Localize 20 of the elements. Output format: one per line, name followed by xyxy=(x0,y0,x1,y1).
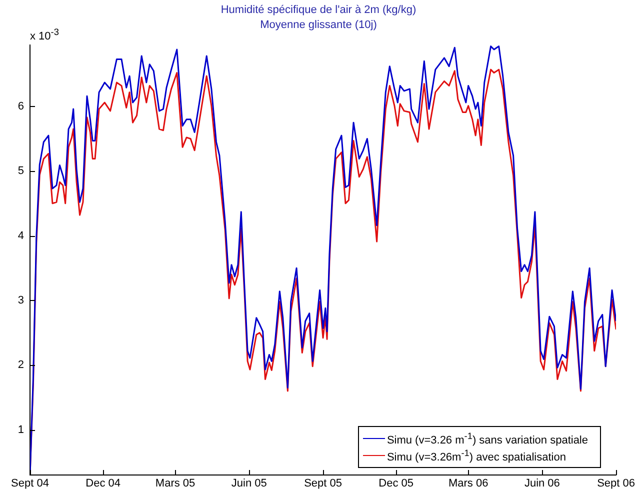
legend-label: Simu (v=3.26 m$^{-1}$) sans variation spatiale xyxy=(386,430,588,446)
chart-subtitle: Moyenne glissante (10j) xyxy=(260,19,377,31)
text: x 10$^{-3}$ xyxy=(30,27,59,43)
x-tick-label: Mars 05 xyxy=(155,478,196,490)
x-tick-label: Dec 05 xyxy=(378,478,414,490)
y-tick-label: 3 xyxy=(18,294,24,306)
x-tick-label: Juin 06 xyxy=(524,478,560,490)
y-tick-label: 6 xyxy=(18,100,24,112)
x-tick-label: Sept 04 xyxy=(11,478,49,490)
x-tick-label: Mars 06 xyxy=(448,478,488,490)
chart-title: Humidité spécifique de l'air à 2m (kg/kg) xyxy=(220,4,418,16)
y-tick-label: 5 xyxy=(18,165,24,178)
legend-label: Simu (v=3.26m$^{-1}$) avec spatialisation xyxy=(386,448,566,464)
x-tick-label: Dec 04 xyxy=(86,478,120,490)
x-tick-label: Sept 06 xyxy=(597,478,635,490)
y-tick-label: 2 xyxy=(18,359,24,372)
x-tick-label: Juin 05 xyxy=(231,478,267,490)
y-tick-label: 4 xyxy=(18,230,24,242)
y-tick-label: 1 xyxy=(18,424,24,436)
x-tick-label: Sept 05 xyxy=(304,478,342,490)
